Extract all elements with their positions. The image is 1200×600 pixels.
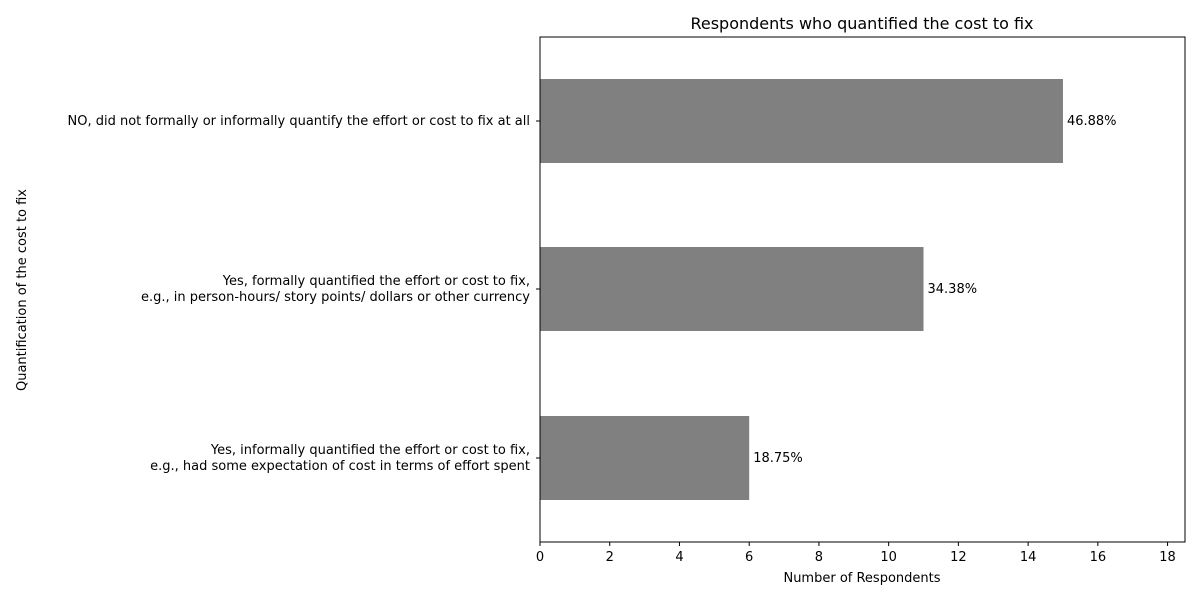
data-label-1: 46.88% [1067, 114, 1117, 129]
bar-2 [540, 247, 924, 331]
x-tick-label-12: 12 [950, 550, 967, 565]
y-axis-ticks: NO, did not formally or informally quant… [68, 114, 540, 474]
y-tick-label-2: Yes, formally quantified the effort or c… [141, 274, 530, 305]
x-tick-label-0: 0 [536, 550, 544, 565]
y-tick-label-1: NO, did not formally or informally quant… [68, 114, 530, 129]
x-axis-label: Number of Respondents [783, 571, 940, 586]
y-tick-label-line: e.g., in person-hours/ story points/ dol… [141, 290, 530, 305]
y-tick-label-line: NO, did not formally or informally quant… [68, 114, 530, 129]
bar-1 [540, 79, 1063, 163]
y-tick-label-line: e.g., had some expectation of cost in te… [150, 459, 530, 474]
y-axis-label: Quantification of the cost to fix [15, 189, 30, 391]
x-tick-label-6: 6 [745, 550, 753, 565]
x-tick-label-18: 18 [1159, 550, 1176, 565]
x-tick-label-16: 16 [1090, 550, 1107, 565]
y-tick-label-line: Yes, informally quantified the effort or… [210, 443, 530, 458]
y-tick-label-3: Yes, informally quantified the effort or… [150, 443, 530, 474]
bar-3 [540, 416, 750, 500]
data-labels-group: 46.88% 34.38% 18.75% [753, 114, 1116, 466]
x-tick-label-14: 14 [1020, 550, 1037, 565]
chart-title: Respondents who quantified the cost to f… [690, 14, 1033, 33]
x-tick-label-4: 4 [675, 550, 683, 565]
data-label-3: 18.75% [753, 451, 803, 466]
data-label-2: 34.38% [928, 282, 978, 297]
y-tick-label-line: Yes, formally quantified the effort or c… [222, 274, 530, 289]
x-tick-label-10: 10 [880, 550, 897, 565]
x-tick-label-2: 2 [606, 550, 614, 565]
bars-group [540, 79, 1063, 500]
x-tick-label-8: 8 [815, 550, 823, 565]
x-axis-ticks: 0 2 4 6 8 10 12 14 16 18 [536, 542, 1176, 565]
